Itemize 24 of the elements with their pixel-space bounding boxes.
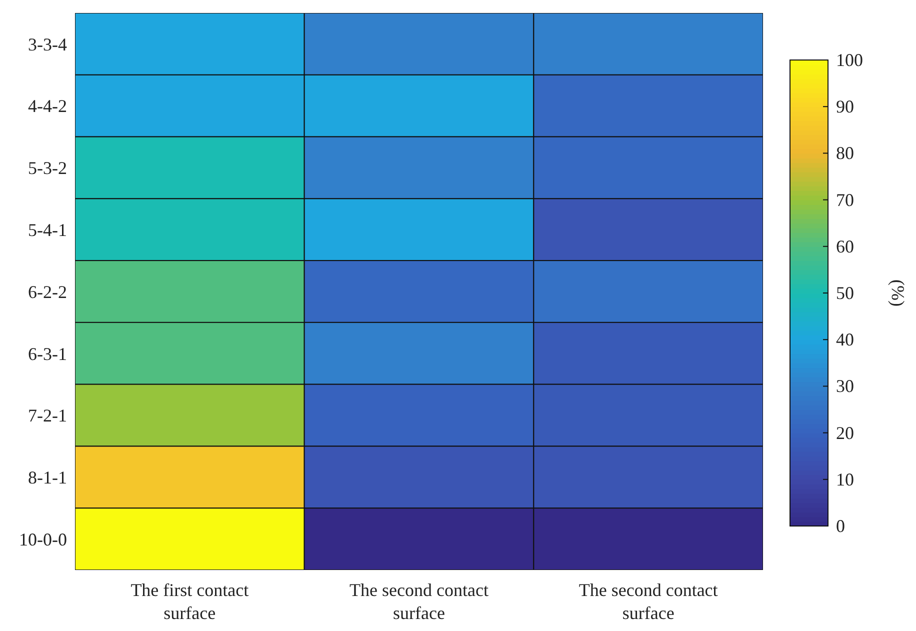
color-bar-label: 80	[836, 143, 854, 164]
x-tick-label: The second contact surface	[578, 580, 718, 623]
color-bar-label: 60	[836, 236, 854, 256]
y-tick-label: 7-2-1	[28, 406, 67, 426]
x-tick-label: The second contact surface	[350, 580, 488, 623]
y-tick-label: 10-0-0	[19, 529, 67, 550]
y-tick-label: 4-4-2	[28, 96, 67, 116]
color-bar-label: 30	[836, 376, 854, 396]
color-bar-label: 40	[836, 330, 854, 350]
y-tick-label: 5-4-1	[28, 220, 67, 240]
y-tick-label: 8-1-1	[28, 468, 67, 488]
color-bar-label: 0	[836, 516, 845, 536]
color-bar-label: 70	[836, 190, 854, 210]
color-bar-label: 90	[836, 96, 854, 117]
y-tick-label: 5-3-2	[28, 158, 67, 178]
color-bar-label: 10	[836, 469, 854, 490]
color-bar-label: 50	[836, 283, 854, 303]
color-bar-title: (%)	[888, 280, 908, 306]
color-bar-label: 20	[836, 422, 854, 443]
color-bar-label: 100	[836, 50, 863, 70]
y-tick-label: 6-2-2	[28, 282, 67, 302]
y-tick-label: 3-3-4	[28, 34, 67, 54]
x-tick-label: The first contact surface	[130, 580, 249, 623]
y-tick-label: 6-3-1	[28, 344, 67, 364]
